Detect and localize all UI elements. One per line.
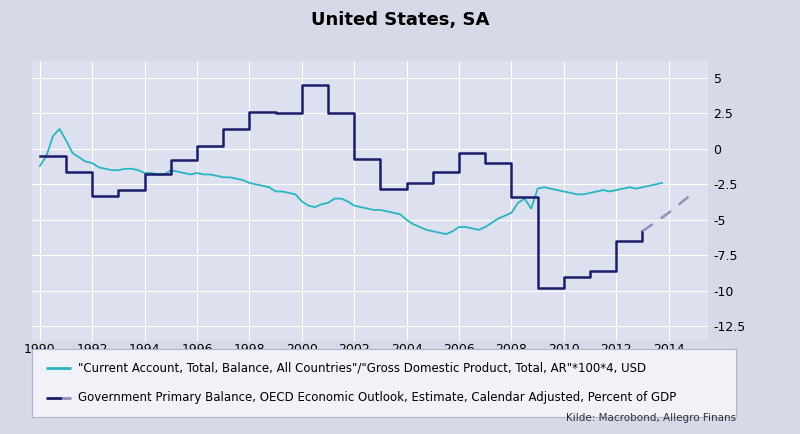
Text: Kilde: Macrobond, Allegro Finans: Kilde: Macrobond, Allegro Finans [566,413,736,423]
Text: Government Primary Balance, OECD Economic Outlook, Estimate, Calendar Adjusted, : Government Primary Balance, OECD Economi… [78,391,676,404]
Text: "Current Account, Total, Balance, All Countries"/"Gross Domestic Product, Total,: "Current Account, Total, Balance, All Co… [78,362,646,375]
Text: United States, SA: United States, SA [311,11,489,29]
